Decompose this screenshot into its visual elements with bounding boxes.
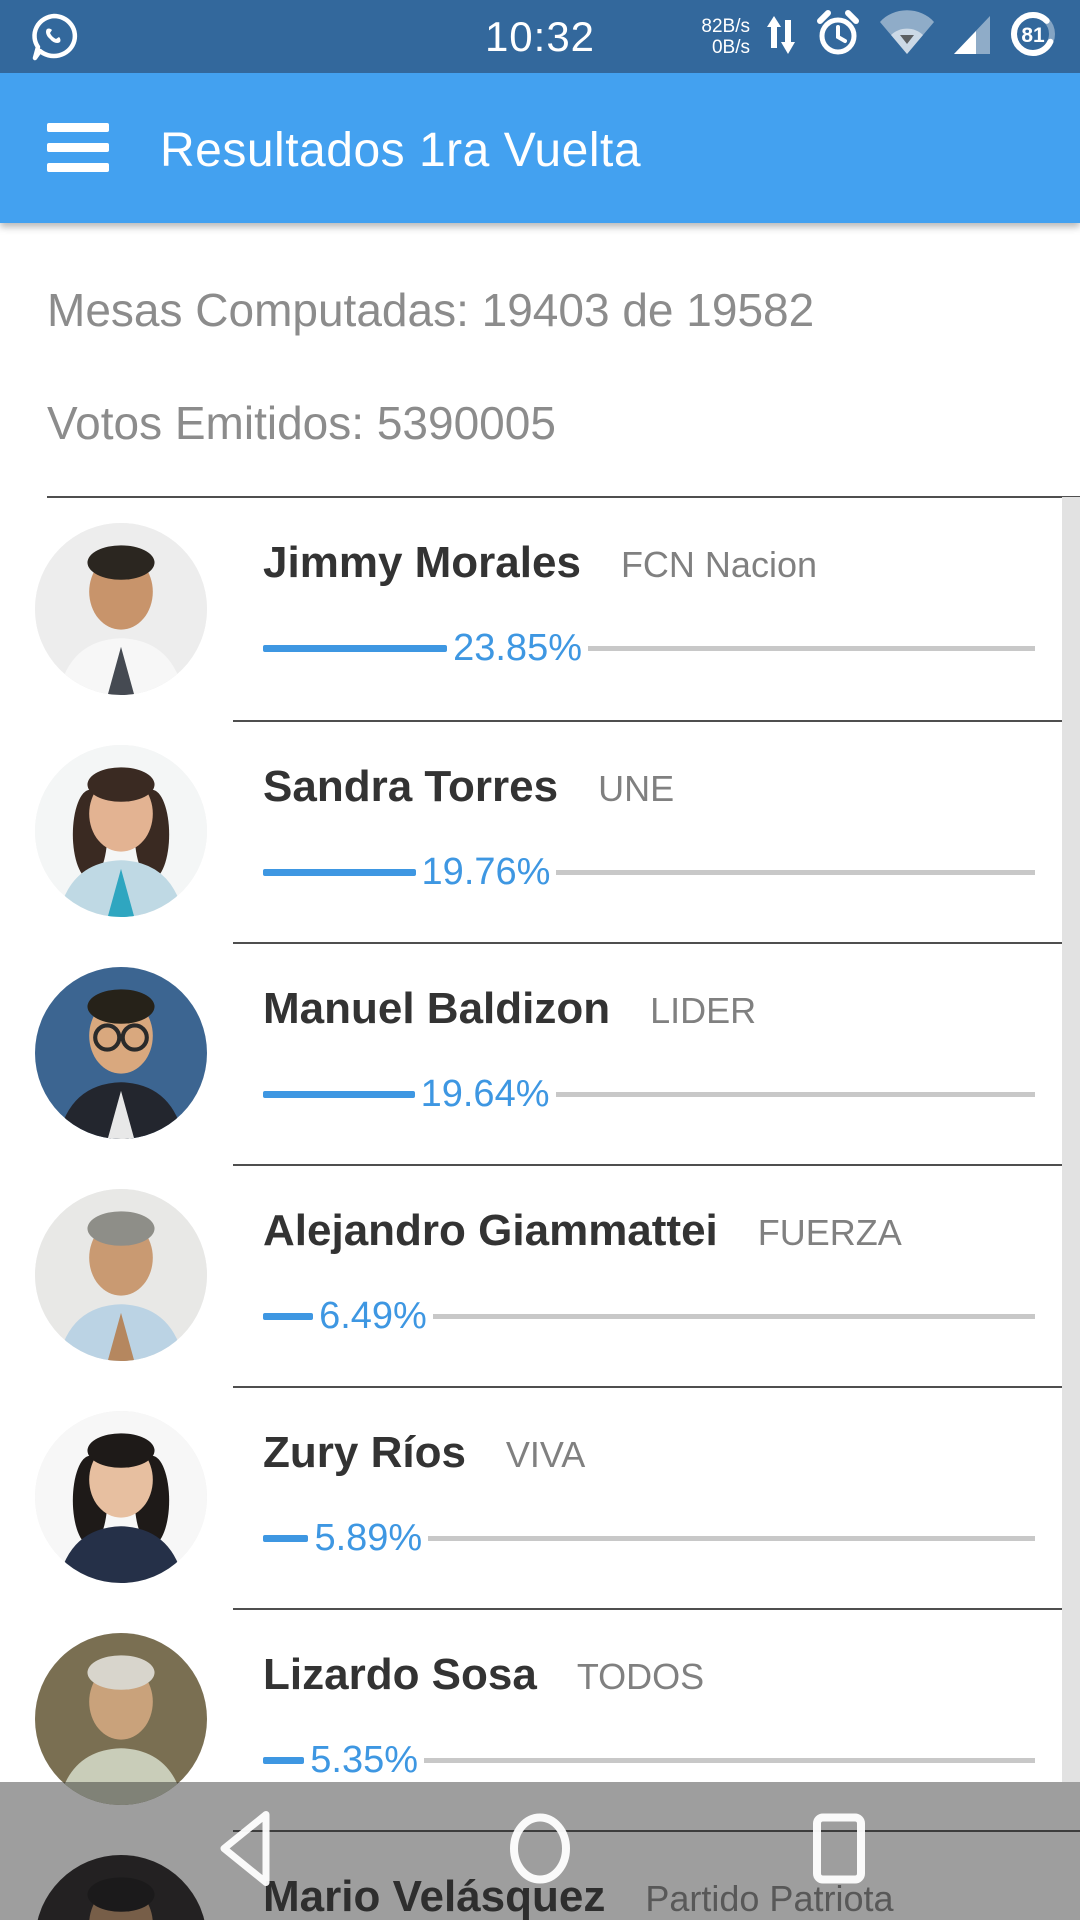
- candidate-party: LIDER: [650, 990, 757, 1031]
- data-arrows-icon: [764, 8, 798, 65]
- candidate-name: Jimmy Morales: [263, 538, 581, 587]
- result-bar: 23.85%: [263, 626, 1035, 670]
- candidate-party: UNE: [598, 768, 675, 809]
- candidate-row[interactable]: Lizardo Sosa TODOS 5.35%: [0, 1608, 1080, 1830]
- signal-icon: [950, 8, 994, 65]
- list-top-divider: [47, 496, 1080, 498]
- candidate-row[interactable]: Zury Ríos VIVA 5.89%: [0, 1386, 1080, 1608]
- result-bar-fill: [263, 1090, 415, 1098]
- hamburger-menu-icon[interactable]: [47, 123, 109, 173]
- candidate-party: FCN Nacion: [620, 544, 817, 585]
- candidate-party: VIVA: [505, 1434, 586, 1475]
- candidate-avatar: [35, 1189, 207, 1361]
- candidate-avatar: [35, 1633, 207, 1805]
- candidate-name: Sandra Torres: [263, 762, 559, 811]
- result-percentage: 5.35%: [310, 1738, 419, 1781]
- candidate-avatar: [35, 523, 207, 695]
- result-bar-fill: [263, 1756, 305, 1764]
- candidate-party: TODOS: [576, 1656, 705, 1697]
- svg-text:81: 81: [1021, 24, 1045, 47]
- candidate-name: Lizardo Sosa: [263, 1650, 537, 1699]
- candidate-row[interactable]: Alejandro Giammattei FUERZA 6.49%: [0, 1164, 1080, 1386]
- status-bar: 10:32 82B/s 0B/s: [0, 0, 1080, 73]
- result-bar-fill: [263, 1312, 314, 1320]
- recents-icon[interactable]: [809, 1809, 869, 1894]
- candidate-row[interactable]: Sandra Torres UNE 19.76%: [0, 720, 1080, 942]
- page-title: Resultados 1ra Vuelta: [160, 124, 642, 177]
- result-bar: 19.76%: [263, 850, 1035, 894]
- alarm-icon: [812, 8, 864, 65]
- result-bar-track: [556, 869, 1035, 875]
- result-bar-track: [588, 645, 1035, 651]
- result-bar: 5.89%: [263, 1516, 1035, 1560]
- result-percentage: 6.49%: [319, 1294, 427, 1337]
- result-bar: 19.64%: [263, 1072, 1035, 1116]
- candidate-list: Jimmy Morales FCN Nacion 23.85%: [0, 498, 1080, 1920]
- result-bar-track: [428, 1535, 1035, 1541]
- candidate-avatar: [35, 967, 207, 1139]
- candidate-row[interactable]: Jimmy Morales FCN Nacion 23.85%: [0, 498, 1080, 720]
- scrollbar-track[interactable]: [1062, 497, 1080, 1782]
- candidate-avatar: [35, 1411, 207, 1583]
- status-time: 10:32: [484, 13, 596, 60]
- result-bar-fill: [263, 1534, 309, 1542]
- result-bar-track: [432, 1313, 1035, 1319]
- votos-emitidos-text: Votos Emitidos: 5390005: [47, 397, 556, 449]
- result-percentage: 5.89%: [314, 1516, 423, 1559]
- home-icon[interactable]: [505, 1809, 575, 1894]
- battery-icon: 81: [1008, 9, 1058, 64]
- result-bar: 6.49%: [263, 1294, 1035, 1338]
- result-bar-fill: [263, 644, 448, 652]
- result-percentage: 23.85%: [453, 626, 582, 669]
- candidate-row[interactable]: Manuel Baldizon LIDER 19.64%: [0, 942, 1080, 1164]
- result-percentage: 19.64%: [420, 1072, 550, 1115]
- app-bar: Resultados 1ra Vuelta: [0, 73, 1080, 223]
- candidate-name: Alejandro Giammattei: [263, 1206, 718, 1255]
- result-percentage: 19.76%: [421, 850, 551, 893]
- mesas-computadas-text: Mesas Computadas: 19403 de 19582: [47, 284, 815, 336]
- whatsapp-icon: [28, 11, 80, 68]
- candidate-party: Partido Patriota: [645, 1878, 894, 1919]
- android-navigation-bar: [0, 1782, 1080, 1920]
- result-bar: 5.35%: [263, 1738, 1035, 1782]
- result-bar-track: [555, 1091, 1035, 1097]
- candidate-row[interactable]: Mario Velásquez Partido Patriota: [0, 1830, 1080, 1920]
- candidate-name: Manuel Baldizon: [263, 984, 611, 1033]
- wifi-icon: [878, 8, 936, 65]
- result-bar-track: [424, 1757, 1035, 1763]
- candidate-avatar: [35, 745, 207, 917]
- candidate-name: Zury Ríos: [263, 1428, 466, 1477]
- result-bar-fill: [263, 868, 416, 876]
- candidate-party: FUERZA: [757, 1212, 902, 1253]
- back-icon[interactable]: [214, 1809, 274, 1894]
- network-speed-text: 82B/s 0B/s: [701, 15, 750, 58]
